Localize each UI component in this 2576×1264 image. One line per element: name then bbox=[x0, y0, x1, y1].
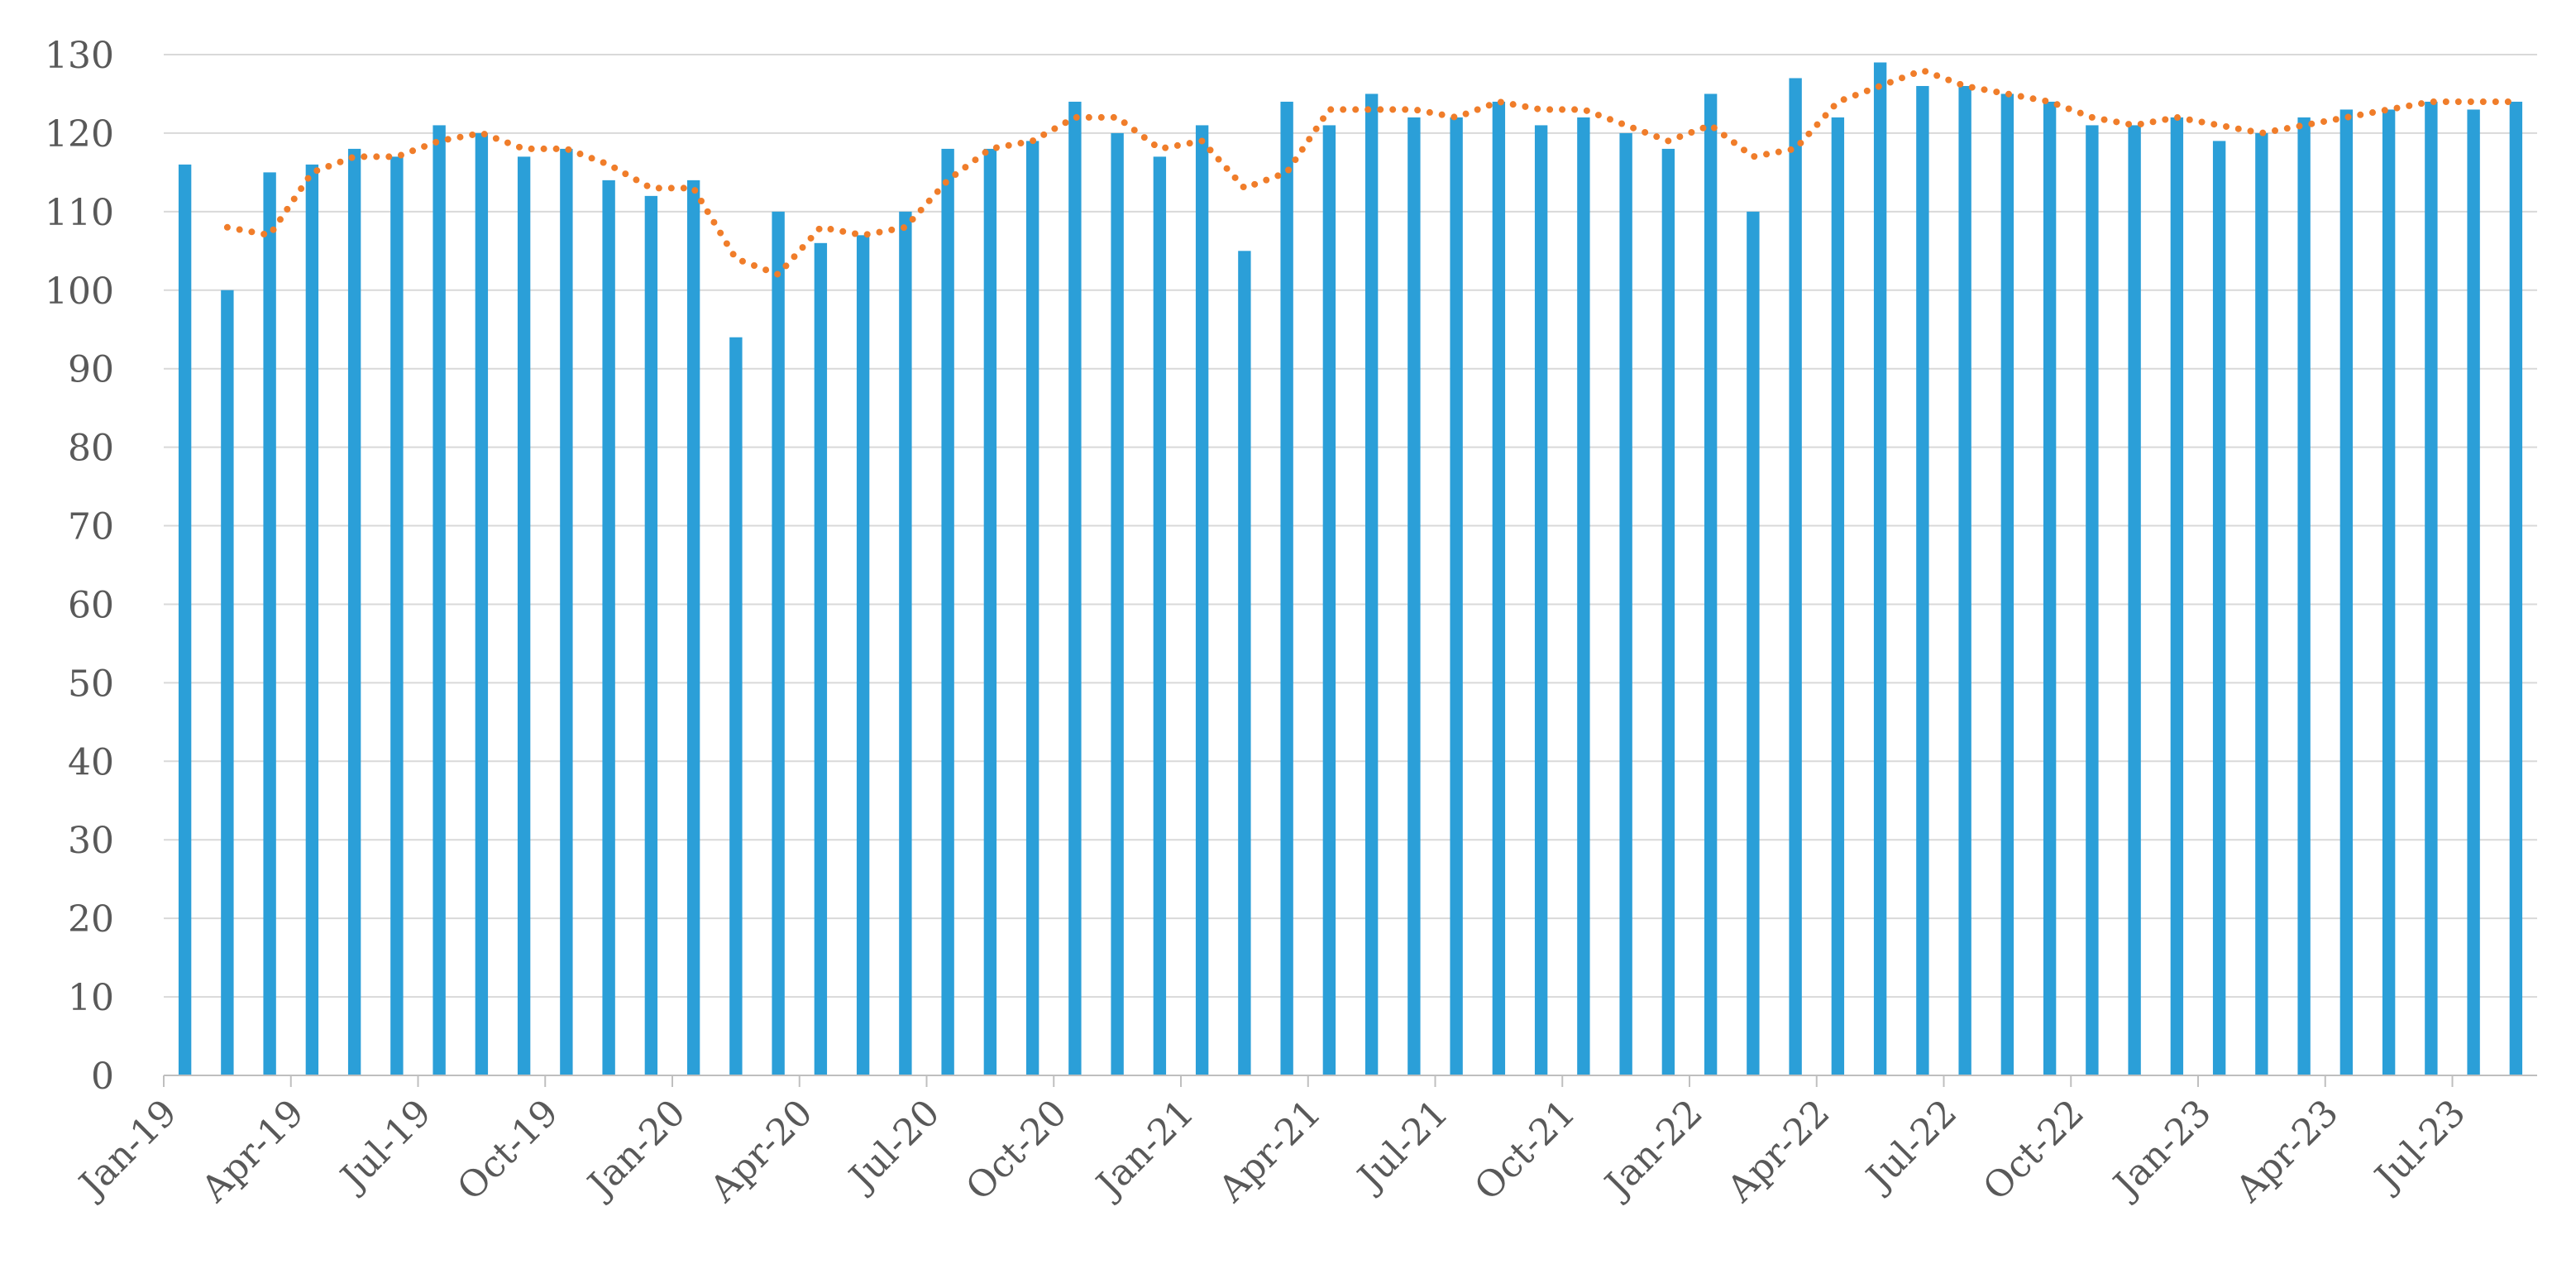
x-tick-label: Oct-20 bbox=[958, 1092, 1075, 1209]
y-tick-label: 70 bbox=[68, 506, 114, 548]
bar bbox=[2297, 117, 2311, 1075]
bar bbox=[433, 125, 446, 1075]
x-tick-label: Apr-22 bbox=[1718, 1092, 1838, 1211]
x-tick-label: Jan-23 bbox=[2104, 1092, 2220, 1208]
bar bbox=[941, 148, 954, 1075]
bar bbox=[899, 211, 912, 1075]
x-axis bbox=[163, 1075, 2537, 1087]
bar bbox=[856, 235, 870, 1075]
x-tick-label: Jul-19 bbox=[331, 1092, 439, 1200]
bar bbox=[2000, 93, 2014, 1075]
bar bbox=[2382, 109, 2396, 1075]
bar bbox=[517, 156, 531, 1075]
x-tick-label: Oct-19 bbox=[449, 1092, 566, 1209]
bar bbox=[263, 172, 276, 1075]
bar bbox=[2043, 101, 2057, 1075]
y-tick-label: 60 bbox=[68, 584, 114, 626]
bar bbox=[2212, 141, 2226, 1075]
y-tick-label: 110 bbox=[45, 192, 114, 234]
x-tick-label: Oct-21 bbox=[1466, 1092, 1584, 1209]
bar bbox=[2128, 125, 2141, 1075]
bar bbox=[1789, 78, 1802, 1075]
bar bbox=[1407, 117, 1421, 1075]
bar bbox=[686, 180, 700, 1075]
bar bbox=[1450, 117, 1463, 1075]
bar bbox=[1619, 132, 1632, 1075]
x-tick-label: Jul-22 bbox=[1857, 1092, 1965, 1200]
y-tick-label: 120 bbox=[45, 113, 114, 156]
bar bbox=[1153, 156, 1167, 1075]
bar bbox=[1025, 141, 1039, 1075]
bar bbox=[178, 164, 192, 1075]
bar bbox=[2086, 125, 2099, 1075]
y-tick-label: 90 bbox=[68, 349, 114, 391]
bar bbox=[644, 195, 658, 1075]
y-tick-label: 30 bbox=[68, 820, 114, 862]
bar bbox=[2509, 101, 2523, 1075]
bar bbox=[1364, 93, 1379, 1075]
bar bbox=[729, 337, 743, 1075]
bar bbox=[1322, 125, 1336, 1075]
bar bbox=[2467, 109, 2480, 1075]
bar bbox=[560, 148, 573, 1075]
bar bbox=[1238, 251, 1251, 1075]
y-tick-label: 20 bbox=[68, 898, 114, 941]
x-tick-label: Apr-20 bbox=[701, 1092, 820, 1211]
bar bbox=[1111, 132, 1124, 1075]
x-tick-label: Jul-23 bbox=[2365, 1092, 2473, 1200]
bar bbox=[1704, 93, 1718, 1075]
x-tick-label: Jan-22 bbox=[1595, 1092, 1711, 1208]
bar bbox=[1958, 85, 1971, 1075]
bar-series bbox=[178, 62, 2523, 1075]
x-tick-label: Jan-20 bbox=[578, 1092, 694, 1208]
bar bbox=[1068, 101, 1082, 1075]
bar bbox=[983, 148, 997, 1075]
y-tick-label: 0 bbox=[91, 1056, 114, 1098]
x-tick-label: Jul-20 bbox=[839, 1092, 948, 1200]
y-axis-tick-labels: 0 10 20 30 40 50 60 70 80 90 100 110 120 130 bbox=[45, 35, 114, 1098]
y-tick-label: 40 bbox=[68, 741, 114, 783]
x-tick-label: Jan-19 bbox=[69, 1092, 185, 1208]
x-tick-label: Jul-21 bbox=[1348, 1092, 1456, 1200]
bar bbox=[2170, 117, 2184, 1075]
gridlines bbox=[164, 54, 2537, 998]
bar bbox=[475, 132, 489, 1075]
bar bbox=[1873, 62, 1887, 1075]
x-tick-label: Oct-22 bbox=[1975, 1092, 2092, 1209]
bar bbox=[2255, 132, 2268, 1075]
bar bbox=[1577, 117, 1590, 1075]
y-tick-label: 100 bbox=[45, 271, 114, 313]
bar bbox=[347, 148, 361, 1075]
bar bbox=[1280, 101, 1293, 1075]
bar bbox=[1661, 148, 1675, 1075]
y-tick-label: 10 bbox=[68, 977, 114, 1019]
bar bbox=[305, 164, 319, 1075]
y-tick-label: 80 bbox=[68, 428, 114, 470]
bar bbox=[1831, 117, 1845, 1075]
y-tick-label: 130 bbox=[45, 35, 114, 77]
bar bbox=[221, 290, 234, 1075]
bar bbox=[390, 156, 404, 1075]
x-axis-tick-labels: Jan-19 Apr-19 Jul-19 Oct-19 Jan-20 Apr-20 Jul-… bbox=[69, 1092, 2474, 1211]
bar bbox=[2425, 101, 2438, 1075]
bar bbox=[1492, 101, 1506, 1075]
y-tick-label: 50 bbox=[68, 663, 114, 705]
bar bbox=[1195, 125, 1209, 1075]
bar bbox=[2339, 109, 2354, 1075]
bar bbox=[772, 211, 785, 1075]
bar bbox=[602, 180, 615, 1075]
bar bbox=[814, 242, 828, 1075]
x-tick-label: Jan-21 bbox=[1087, 1092, 1202, 1208]
x-tick-label: Apr-21 bbox=[1210, 1092, 1329, 1211]
bar bbox=[1916, 85, 1929, 1075]
x-tick-label: Apr-19 bbox=[193, 1092, 312, 1211]
bar bbox=[1747, 211, 1760, 1075]
bar bbox=[1534, 125, 1548, 1075]
x-tick-label: Apr-23 bbox=[2227, 1092, 2346, 1211]
